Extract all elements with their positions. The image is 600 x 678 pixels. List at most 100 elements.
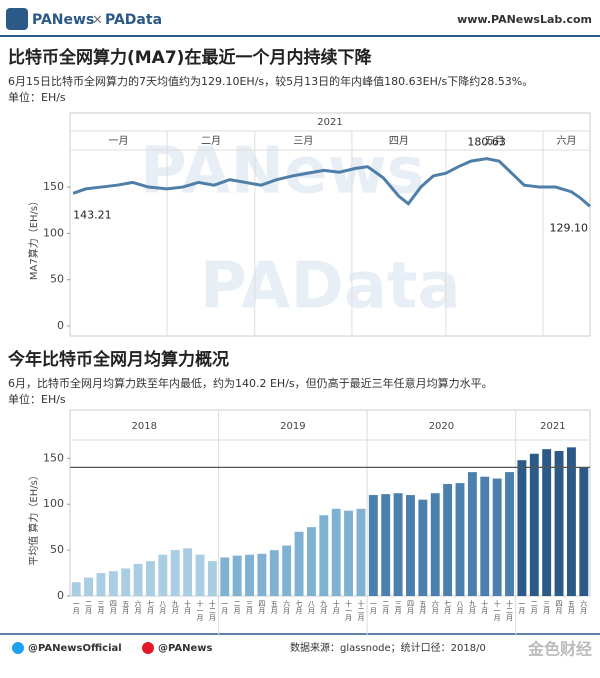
bar — [566, 447, 576, 596]
bar — [368, 495, 378, 596]
unit: 单位：EH/s — [8, 392, 66, 406]
bar — [430, 493, 440, 596]
bar — [158, 554, 168, 596]
x-tick-label: 四月 — [406, 600, 414, 615]
x-tick-label: 十月 — [332, 599, 340, 615]
watermark: 金色财经 — [527, 640, 592, 659]
twitter: @PANewsOfficial — [28, 643, 122, 654]
x-tick-label: 七月 — [444, 599, 452, 615]
bar — [542, 449, 552, 596]
bar — [294, 531, 304, 596]
x-tick-label: 十月 — [481, 599, 489, 615]
bar — [418, 499, 428, 596]
x-tick-label: 六月 — [134, 599, 142, 615]
month-label: 一月 — [109, 135, 129, 147]
x-tick-label: 十二月 — [506, 599, 514, 622]
year-label: 2021 — [540, 421, 565, 432]
bar — [406, 495, 415, 596]
bar — [220, 557, 230, 596]
bar — [381, 494, 391, 596]
logo2: PAData — [105, 12, 162, 28]
x-tick-label: 四月 — [258, 600, 266, 615]
x-tick-label: 十二月 — [357, 599, 365, 622]
bar — [121, 568, 131, 596]
data-label: 143.21 — [73, 208, 112, 221]
bar — [492, 478, 502, 596]
twitter-icon — [12, 642, 24, 654]
month-label: 五月 — [484, 135, 504, 147]
bar — [356, 508, 366, 596]
bar — [269, 550, 279, 596]
y-axis-label: MA7算力（EH/s） — [27, 196, 40, 280]
y-tick-label: 100 — [43, 497, 64, 510]
x-tick-label: 三月 — [246, 600, 254, 615]
x-tick-label: 十一月 — [196, 599, 204, 622]
site: www.PANewsLab.com — [457, 13, 592, 26]
bar — [146, 561, 155, 596]
logo-cross: × — [92, 13, 103, 28]
data-label: 129.10 — [550, 221, 589, 234]
frame — [69, 409, 591, 597]
x-tick-label: 六月 — [580, 599, 588, 615]
weibo-icon — [142, 642, 154, 654]
x-tick-label: 二月 — [382, 600, 390, 615]
bar — [443, 484, 453, 596]
y-axis-label: 平均值 算力（EH/s） — [27, 470, 40, 566]
x-tick-label: 八月 — [159, 600, 167, 615]
bar — [393, 493, 403, 596]
x-tick-label: 十一月 — [345, 599, 353, 622]
x-tick-label: 二月 — [233, 600, 241, 615]
year-label: 2019 — [280, 421, 305, 432]
x-tick-label: 五月 — [419, 600, 427, 615]
y-tick-label: 150 — [43, 451, 64, 464]
year-label: 2021 — [317, 117, 342, 128]
y-tick-label: 150 — [43, 180, 64, 193]
bar — [344, 510, 354, 596]
bar — [467, 472, 477, 596]
bar — [207, 561, 217, 596]
month-label: 四月 — [389, 135, 409, 147]
source: 数据来源：glassnode；统计口径：2018/0 — [290, 641, 486, 654]
bar — [108, 571, 118, 596]
y-tick-label: 50 — [50, 543, 64, 556]
x-tick-label: 三月 — [394, 600, 402, 615]
y-tick-label: 50 — [50, 273, 64, 286]
line — [72, 157, 591, 208]
bar — [183, 548, 193, 596]
chart-subtitle: 6月15日比特币全网算力的7天均值约为129.10EH/s，较5月13日的年内峰… — [8, 74, 533, 88]
y-tick-label: 0 — [57, 319, 64, 332]
month-label: 三月 — [293, 135, 313, 147]
x-tick-label: 一月 — [72, 600, 80, 615]
x-tick-label: 九月 — [171, 599, 179, 615]
x-tick-label: 二月 — [530, 600, 538, 615]
x-tick-label: 九月 — [468, 599, 476, 615]
bar — [306, 527, 316, 596]
x-tick-label: 七月 — [146, 599, 154, 615]
bar — [195, 554, 205, 596]
bar — [257, 553, 267, 596]
x-tick-label: 八月 — [456, 600, 464, 615]
x-tick-label: 七月 — [295, 599, 303, 615]
x-tick-label: 八月 — [307, 600, 315, 615]
logo-icon — [6, 8, 28, 30]
bar — [232, 555, 242, 596]
x-tick-label: 五月 — [567, 600, 575, 615]
frame — [69, 112, 591, 337]
x-tick-label: 一月 — [518, 600, 526, 615]
x-tick-label: 五月 — [122, 600, 130, 615]
bar — [96, 573, 106, 596]
unit: 单位：EH/s — [8, 90, 66, 104]
bar — [480, 476, 490, 596]
x-tick-label: 一月 — [221, 600, 229, 615]
bar — [554, 451, 564, 596]
bar — [170, 550, 180, 596]
bar — [579, 467, 589, 596]
bar — [529, 453, 539, 596]
chart-title: 比特币全网算力(MA7)在最近一个月内持续下降 — [8, 47, 372, 68]
y-tick-label: 0 — [57, 589, 64, 602]
bar — [71, 582, 81, 596]
bar — [245, 554, 254, 596]
x-tick-label: 六月 — [283, 599, 291, 615]
x-tick-label: 三月 — [97, 600, 105, 615]
